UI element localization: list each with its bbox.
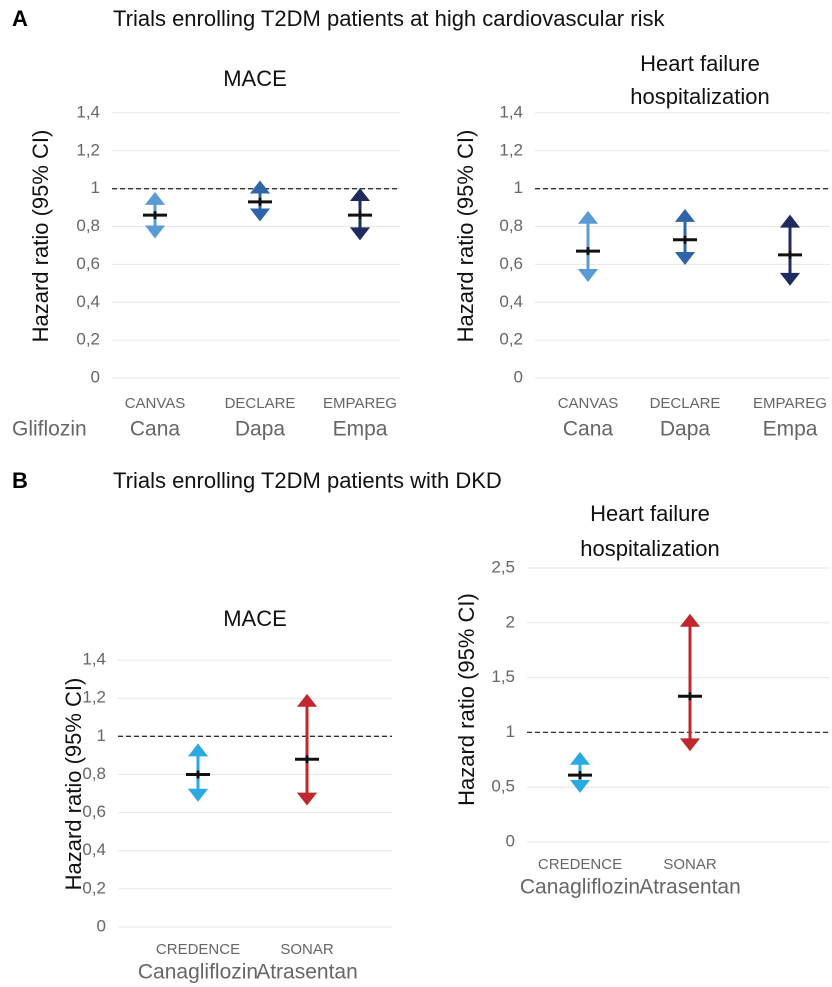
y-tick-label: 1,5 [491, 667, 515, 686]
chart-title: MACE [223, 606, 287, 631]
y-tick-label: 0,2 [82, 878, 106, 897]
category-label: CREDENCE [538, 856, 622, 873]
drug-label: Cana [130, 418, 181, 441]
y-tick-label: 2,5 [491, 557, 515, 576]
point-estimate [678, 692, 702, 701]
y-tick-label: 0,8 [76, 216, 100, 235]
section-label: B [12, 468, 28, 493]
y-tick-label: 1,2 [76, 140, 100, 159]
y-tick-label: 1,4 [499, 102, 523, 121]
y-axis-title: Hazard ratio (95% CI) [454, 593, 479, 806]
y-tick-label: 1 [506, 722, 515, 741]
y-tick-label: 0,2 [76, 330, 100, 349]
section-title: Trials enrolling T2DM patients at high c… [113, 6, 665, 31]
point-estimate [778, 250, 802, 259]
y-tick-label: 0,5 [491, 777, 515, 796]
category-label: EMPAREG [323, 395, 397, 412]
drug-label: Cana [563, 418, 614, 441]
y-axis-title: Hazard ratio (95% CI) [28, 130, 53, 343]
drug-label: Dapa [235, 418, 286, 441]
point-estimate [568, 771, 592, 780]
point-estimate [348, 211, 372, 220]
category-label: SONAR [663, 856, 717, 873]
drug-label: Dapa [660, 418, 711, 441]
drug-label: Canagliflozin [138, 961, 258, 984]
chart-title: hospitalization [630, 84, 769, 109]
ci-arrow [679, 613, 701, 752]
y-tick-label: 0 [506, 831, 515, 850]
y-tick-label: 0 [91, 367, 100, 386]
y-tick-label: 1 [91, 178, 100, 197]
y-axis-title: Hazard ratio (95% CI) [453, 130, 478, 343]
category-label: EMPAREG [753, 395, 827, 412]
drug-label: Empa [333, 418, 388, 441]
y-tick-label: 1 [97, 726, 106, 745]
category-label: DECLARE [650, 395, 721, 412]
point-estimate [576, 247, 600, 256]
ci-arrow [296, 693, 318, 806]
y-tick-label: 1,4 [76, 102, 100, 121]
y-tick-label: 0,4 [499, 292, 523, 311]
row-label: Gliflozin [12, 418, 87, 441]
point-estimate [673, 235, 697, 244]
ci-arrow [577, 210, 599, 282]
drug-label: Empa [763, 418, 818, 441]
drug-label: Atrasentan [256, 961, 358, 984]
category-label: CREDENCE [156, 941, 240, 958]
y-tick-label: 0,6 [82, 802, 106, 821]
chart-title: Heart failure [640, 51, 760, 76]
point-estimate [248, 197, 272, 206]
y-tick-label: 1,2 [82, 688, 106, 707]
y-tick-label: 0,8 [82, 764, 106, 783]
y-tick-label: 0 [514, 367, 523, 386]
y-tick-label: 0,6 [76, 254, 100, 273]
y-tick-label: 1,4 [82, 650, 106, 669]
y-tick-label: 0,4 [82, 840, 106, 859]
point-estimate [295, 755, 319, 764]
category-label: CANVAS [125, 395, 186, 412]
y-tick-label: 0,4 [76, 292, 100, 311]
category-label: SONAR [280, 941, 334, 958]
section-title: Trials enrolling T2DM patients with DKD [113, 468, 502, 493]
drug-label: Atrasentan [639, 876, 741, 899]
y-tick-label: 1,2 [499, 140, 523, 159]
y-tick-label: 0,2 [499, 330, 523, 349]
chart-title: Heart failure [590, 501, 710, 526]
section-label: A [12, 6, 28, 31]
point-estimate [143, 211, 167, 220]
category-label: CANVAS [558, 395, 619, 412]
ci-arrow [779, 214, 801, 286]
y-tick-label: 2 [506, 612, 515, 631]
chart-title: hospitalization [580, 536, 719, 561]
y-tick-label: 0 [97, 916, 106, 935]
y-tick-label: 0,8 [499, 216, 523, 235]
drug-label: Canagliflozin [520, 876, 640, 899]
point-estimate [186, 770, 210, 779]
y-tick-label: 0,6 [499, 254, 523, 273]
category-label: DECLARE [225, 395, 296, 412]
y-axis-title: Hazard ratio (95% CI) [61, 678, 86, 891]
y-tick-label: 1 [514, 178, 523, 197]
chart-title: MACE [223, 66, 287, 91]
